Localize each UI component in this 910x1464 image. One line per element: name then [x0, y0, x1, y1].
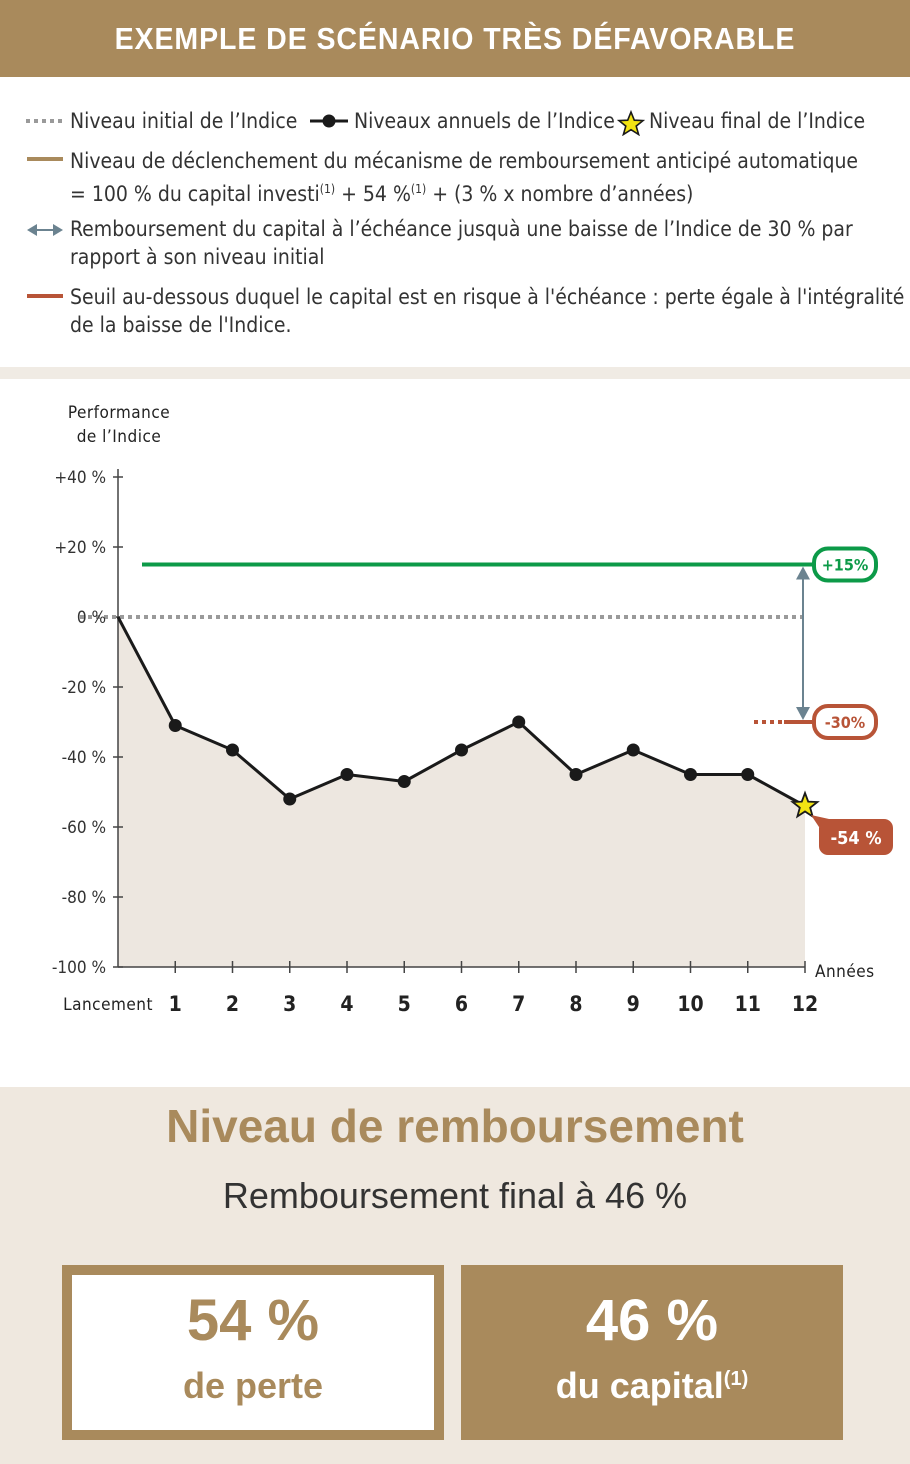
y-tick-label: -40 % [62, 748, 106, 768]
legend-final: Niveau final de l’Indice [649, 109, 866, 133]
trigger-level-label: +15% [822, 556, 869, 575]
capital-value: 46 % [585, 1288, 719, 1353]
annual-level-point [226, 743, 239, 757]
y-tick-label: -60 % [62, 818, 106, 838]
capital-label: du capital(1) [555, 1365, 749, 1406]
x-tick-label: 5 [398, 992, 411, 1016]
risk-legend-icon [27, 294, 63, 298]
x-axis-label: Années [815, 962, 875, 982]
star-icon [617, 110, 645, 136]
annual-level-point [455, 743, 468, 757]
final-level-star [790, 790, 820, 819]
legend-trigger-line2: = 100 % du capital investi(1) + 54 %(1) … [70, 182, 694, 206]
x-tick-label: 9 [627, 992, 640, 1016]
risk-level-label: -30% [825, 713, 865, 732]
protection-arrow-head-down [796, 707, 810, 720]
final-value-label: -54 % [830, 828, 881, 849]
scenario-header: EXEMPLE DE SCÉNARIO TRÈS DÉFAVORABLE [0, 0, 910, 77]
performance-chart: +40 % +20 % 0 % -20 % -40 % -60 % -80 % -100 % L… [52, 403, 893, 1016]
x-tick-label: 1 [169, 992, 182, 1016]
summary-title: Niveau de remboursement [166, 1100, 744, 1152]
initial-level-legend-icon [26, 119, 62, 123]
x-tick-label: 12 [792, 992, 818, 1016]
legend-protection-line1: Remboursement du capital à l’échéance ju… [70, 217, 853, 241]
x-tick-label: 4 [340, 992, 353, 1016]
y-tick-label: -20 % [62, 678, 106, 698]
area-under-curve [118, 617, 805, 967]
annual-level-point [569, 768, 583, 781]
risk-level-badge [812, 704, 878, 740]
final-value-badge [819, 819, 893, 855]
x-tick-label: 3 [283, 992, 296, 1016]
legend-annual: Niveaux annuels de l’Indice [354, 109, 615, 133]
annual-level-point [283, 792, 297, 806]
legend-initial: Niveau initial de l’Indice [70, 109, 298, 133]
annual-level-point [340, 768, 354, 781]
y-axis-label: de l’Indice [77, 427, 162, 447]
loss-value: 54 % [186, 1288, 320, 1353]
x-tick-label: 10 [677, 992, 703, 1016]
legend-risk-line2: de la baisse de l'Indice. [70, 313, 292, 337]
annual-level-point [684, 768, 697, 781]
summary-subtitle: Remboursement final à 46 % [222, 1175, 688, 1216]
y-tick-label: 0 % [77, 608, 106, 628]
loss-label: de perte [182, 1365, 324, 1406]
protection-arrow-head-up [796, 566, 810, 580]
x-tick-label: 2 [226, 992, 239, 1016]
y-tick-label: +20 % [54, 538, 106, 558]
trigger-level-badge [812, 546, 878, 583]
x-tick-label: 8 [569, 992, 582, 1016]
annual-level-point [741, 768, 755, 781]
section-divider [0, 367, 910, 379]
y-tick-label: -80 % [62, 888, 106, 908]
legend: Niveau initial de l’Indice Niveaux annue… [0, 77, 910, 367]
summary-section: Niveau de remboursement Remboursement fi… [0, 1087, 910, 1464]
y-tick-label: +40 % [54, 468, 106, 488]
legend-risk-line1: Seuil au-dessous duquel le capital est e… [70, 285, 905, 309]
x-tick-label: 11 [735, 992, 761, 1016]
annual-level-point [512, 715, 526, 729]
double-arrow-icon [27, 224, 63, 236]
x-tick-label: 7 [512, 992, 525, 1016]
loss-box: 54 % de perte [62, 1265, 444, 1440]
y-axis-label: Performance [68, 403, 170, 423]
trigger-legend-icon [27, 157, 63, 161]
final-value-badge-pointer [811, 815, 829, 827]
annual-level-point [397, 775, 411, 788]
scenario-title: EXEMPLE DE SCÉNARIO TRÈS DÉFAVORABLE [114, 20, 796, 56]
x-tick-label: Lancement [63, 995, 153, 1015]
capital-box: 46 % du capital(1) [461, 1265, 843, 1440]
legend-trigger-line1: Niveau de déclenchement du mécanisme de … [70, 149, 859, 173]
annual-level-point [626, 743, 640, 757]
legend-protection-line2: rapport à son niveau initial [70, 245, 325, 269]
y-tick-label: -100 % [52, 958, 106, 978]
annual-level-point [168, 719, 182, 732]
annual-levels-legend-icon [310, 114, 348, 128]
x-tick-label: 6 [455, 992, 468, 1016]
